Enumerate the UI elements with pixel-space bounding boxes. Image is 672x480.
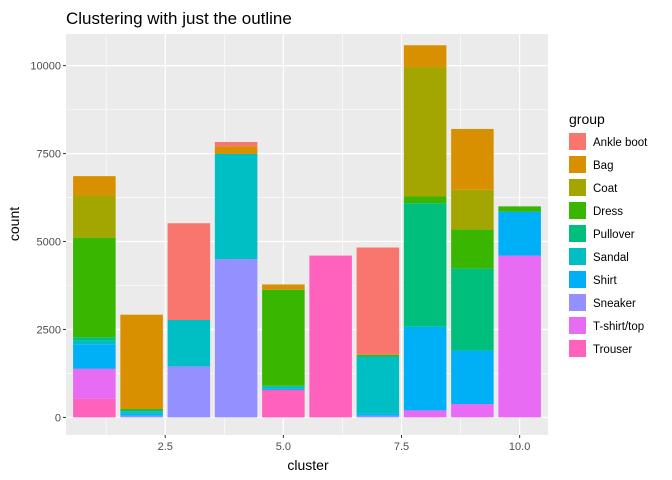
x-tick-label: 5.0 <box>276 441 291 453</box>
y-axis-title: count <box>6 207 22 241</box>
y-tick-label: 0 <box>55 412 61 424</box>
bar-segment-ankle-boot-cluster-4 <box>214 141 258 147</box>
bar-segment-dress-cluster-8 <box>403 196 447 204</box>
bar-segment-sneaker-cluster-3 <box>167 366 211 418</box>
bar-segment-bag-cluster-4 <box>214 146 258 154</box>
bar-segment-pullover-cluster-1 <box>73 337 116 341</box>
bar-segment-bag-cluster-2 <box>120 314 163 409</box>
legend-label: Ankle boot <box>593 137 648 149</box>
legend-key-shirt <box>569 271 586 288</box>
bar-segment-coat-cluster-8 <box>403 67 447 197</box>
bar-segment-dress-cluster-5 <box>262 289 305 386</box>
y-tick-label: 10000 <box>30 61 61 73</box>
legend-key-trouser <box>569 340 586 357</box>
bar-segment-sandal-cluster-1 <box>73 340 116 345</box>
bar-segment-sneaker-cluster-2 <box>120 415 163 418</box>
bar-segment-trouser-cluster-5 <box>262 389 305 418</box>
bar-segment-sandal-cluster-3 <box>167 319 211 367</box>
legend-key-dress <box>569 202 586 219</box>
bar-segment-sandal-cluster-7 <box>356 356 400 414</box>
bar-segment-shirt-cluster-10 <box>498 211 541 256</box>
bar-segment-sneaker-cluster-4 <box>214 259 258 418</box>
legend-key-bag <box>569 156 586 173</box>
legend-label: Bag <box>593 160 613 172</box>
legend-label: Sneaker <box>593 298 636 310</box>
bar-segment-bag-cluster-8 <box>403 45 447 68</box>
bar-segment-bag-cluster-5 <box>262 284 305 290</box>
legend: Ankle boot Bag Coat Dress Pullover Sandal Shir… <box>569 133 648 357</box>
bar-segment-t-shirt-top-cluster-8 <box>403 410 447 418</box>
bar-segment-coat-cluster-1 <box>73 195 116 238</box>
bar-segment-t-shirt-top-cluster-1 <box>73 368 116 399</box>
bar-segment-dress-cluster-2 <box>120 408 163 411</box>
bar-segment-sneaker-cluster-7 <box>356 415 400 418</box>
bar-segment-coat-cluster-9 <box>451 189 494 230</box>
bar-segment-shirt-cluster-9 <box>451 350 494 405</box>
x-axis-title: cluster <box>287 457 329 473</box>
legend-key-sandal <box>569 248 586 265</box>
bar-segment-ankle-boot-cluster-7 <box>356 247 400 355</box>
legend-label: Shirt <box>593 275 617 287</box>
bar-segment-pullover-cluster-8 <box>403 203 447 327</box>
legend-label: Coat <box>593 183 618 195</box>
axes: 0 2500 5000 7500 10000 2.5 5.0 7.5 10.0 <box>30 61 530 453</box>
x-tick-label: 7.5 <box>394 441 409 453</box>
legend-key-t-shirt-top <box>569 317 586 334</box>
bar-segment-bag-cluster-1 <box>73 176 116 196</box>
bar-segment-shirt-cluster-5 <box>262 388 305 390</box>
bar-segment-sandal-cluster-5 <box>262 386 305 389</box>
bar-segment-sandal-cluster-4 <box>214 153 258 260</box>
legend-key-coat <box>569 179 586 196</box>
bar-segment-pullover-cluster-5 <box>262 385 305 387</box>
chart-title: Clustering with just the outline <box>66 9 292 28</box>
y-tick-label: 2500 <box>37 324 61 336</box>
legend-label: Trouser <box>593 344 632 356</box>
bar-segment-bag-cluster-9 <box>451 128 494 190</box>
x-tick-label: 10.0 <box>509 441 530 453</box>
y-tick-label: 7500 <box>37 149 61 161</box>
bar-segment-trouser-cluster-1 <box>73 398 116 418</box>
bar-segment-t-shirt-top-cluster-9 <box>451 404 494 418</box>
bar-segment-shirt-cluster-2 <box>120 413 163 416</box>
x-tick-label: 2.5 <box>158 441 173 453</box>
bar-segment-sandal-cluster-2 <box>120 411 163 414</box>
legend-key-pullover <box>569 225 586 242</box>
legend-key-sneaker <box>569 294 586 311</box>
legend-label: T-shirt/top <box>593 321 644 333</box>
bar-segment-pullover-cluster-9 <box>451 268 494 351</box>
legend-title: group <box>569 111 605 127</box>
legend-label: Pullover <box>593 229 635 241</box>
legend-key-ankle-boot <box>569 133 586 150</box>
bar-segment-dress-cluster-7 <box>356 354 400 357</box>
bar-segment-pullover-cluster-2 <box>120 410 163 412</box>
bar-segment-dress-cluster-9 <box>451 229 494 269</box>
bar-segment-ankle-boot-cluster-3 <box>167 223 211 320</box>
bar-segment-trouser-cluster-6 <box>309 255 352 418</box>
bars <box>73 45 541 418</box>
bar-segment-shirt-cluster-8 <box>403 326 447 411</box>
legend-label: Sandal <box>593 252 629 264</box>
legend-label: Dress <box>593 206 623 218</box>
bar-segment-shirt-cluster-1 <box>73 344 116 369</box>
bar-segment-dress-cluster-1 <box>73 237 116 338</box>
y-tick-label: 5000 <box>37 237 61 249</box>
bar-segment-shirt-cluster-7 <box>356 413 400 416</box>
bar-segment-t-shirt-top-cluster-10 <box>498 255 541 418</box>
bar-segment-dress-cluster-10 <box>498 206 541 212</box>
